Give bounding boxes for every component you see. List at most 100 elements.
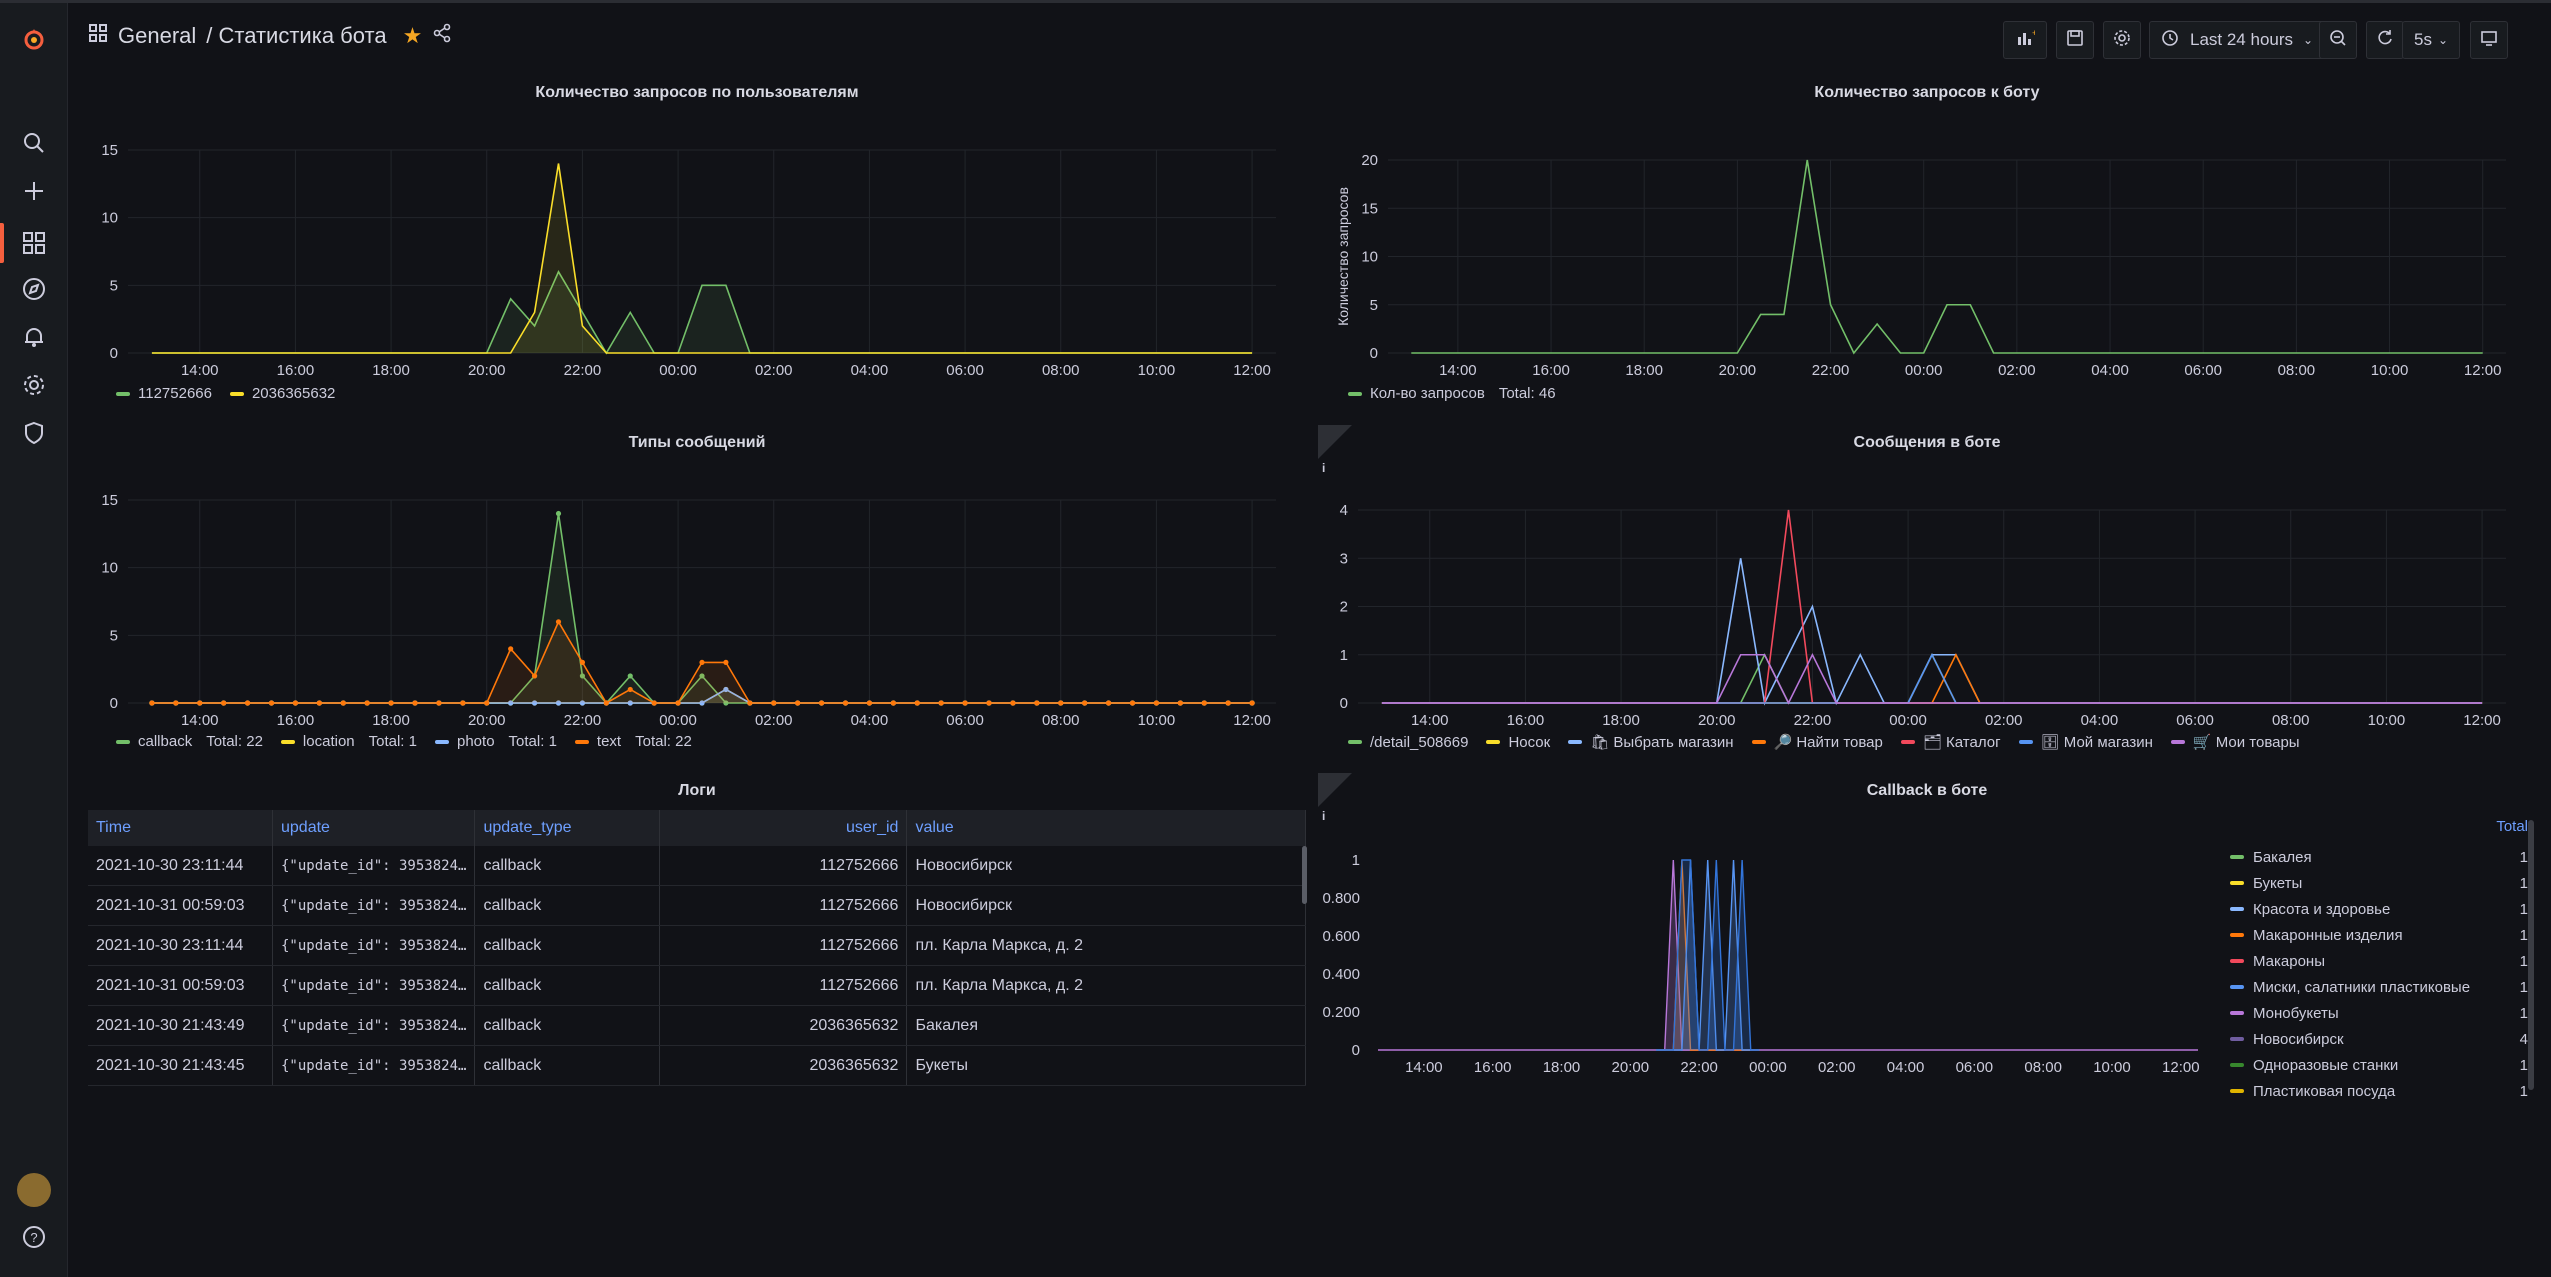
legend-item[interactable]: 🗄 Мой магазин <box>2018 733 2153 751</box>
legend-item[interactable]: Носок <box>1486 733 1550 751</box>
column-header-value[interactable]: value <box>906 810 1306 846</box>
legend-swatch <box>1900 740 1915 744</box>
series-line <box>1381 652 2483 704</box>
cell-time: 2021-10-30 23:11:44 <box>88 846 273 886</box>
table-row: 2021-10-31 00:59:03 {"update_id": 395382… <box>88 885 1306 926</box>
column-header-update-type[interactable]: update_type <box>474 810 661 846</box>
legend-row[interactable]: Миски, салатники пластиковые 1 <box>2230 974 2528 1000</box>
legend-item[interactable]: 🛍 Выбрать магазин <box>1568 733 1734 751</box>
legend-row[interactable]: Бакалея 1 <box>2230 844 2528 870</box>
legend-row[interactable]: Макароны 1 <box>2230 948 2528 974</box>
column-header-update[interactable]: update <box>272 810 476 846</box>
refresh-interval-picker[interactable]: 5s ⌄ <box>2402 21 2460 59</box>
legend-row[interactable]: Новосибирск 4 <box>2230 1026 2528 1052</box>
data-point <box>914 700 920 706</box>
dashboard-settings-button[interactable] <box>2103 21 2141 59</box>
panel-bot-messages: Сообщения в боте <box>1318 430 2536 760</box>
cell-update-type: callback <box>474 1045 661 1086</box>
legend-requests-to-bot: Кол-во запросов Total: 46 <box>1348 385 1556 402</box>
alerting-icon[interactable] <box>14 317 54 357</box>
search-icon[interactable] <box>14 123 54 163</box>
chart-requests-to-bot: 14:00 16:00 18:00 20:00 22:00 00:00 02:00 04:00… <box>1335 152 2506 379</box>
dashboards-grid-icon[interactable] <box>88 23 108 49</box>
column-header-time[interactable]: Time <box>88 810 273 846</box>
panel-info-corner[interactable]: i <box>1318 773 1352 823</box>
data-point <box>1249 700 1255 706</box>
legend-label: Бакалея <box>2253 848 2312 866</box>
chart-message-types: 14:00 16:00 18:00 20:00 22:00 00:00 02:00 04:00… <box>101 492 1276 729</box>
column-header-user-id[interactable]: user_id <box>659 810 908 846</box>
help-icon[interactable]: ? <box>14 1217 54 1257</box>
cell-value: Бакалея <box>906 1005 1306 1046</box>
breadcrumb-folder[interactable]: General <box>118 23 197 48</box>
legend-item[interactable]: /detail_508669 <box>1348 733 1468 751</box>
data-point <box>1225 700 1231 706</box>
legend-item[interactable]: photo Total: 1 <box>435 733 557 750</box>
legend-label: location <box>302 733 355 750</box>
legend-swatch <box>2230 881 2244 885</box>
data-point <box>1082 700 1088 706</box>
dashboards-icon[interactable] <box>14 223 54 263</box>
cell-update-type: callback <box>474 925 661 966</box>
legend-total: Total: 1 <box>368 733 417 750</box>
data-point <box>555 700 562 706</box>
star-icon[interactable]: ★ <box>402 23 423 48</box>
plus-icon[interactable] <box>14 171 54 211</box>
data-point <box>484 700 490 706</box>
y-tick-label: 1 <box>1352 852 1360 869</box>
share-icon[interactable] <box>432 23 452 49</box>
legend-item[interactable]: 112752666 <box>116 385 212 402</box>
legend-item[interactable]: callback Total: 22 <box>116 733 263 750</box>
legend-row[interactable]: Букеты 1 <box>2230 870 2528 896</box>
legend-item[interactable]: location Total: 1 <box>280 733 417 750</box>
data-point <box>627 686 633 693</box>
legend-row[interactable]: Макаронные изделия 1 <box>2230 922 2528 948</box>
callback-legend-scrollbar[interactable] <box>2528 820 2534 1090</box>
cell-update: {"update_id": 3953824… <box>272 1005 476 1046</box>
x-tick-label: 16:00 <box>277 712 315 729</box>
legend-header-total[interactable]: Total <box>2496 818 2528 835</box>
legend-row[interactable]: Одноразовые станки 1 <box>2230 1052 2528 1078</box>
legend-label: 🗂 Каталог <box>1922 734 2001 751</box>
save-dashboard-button[interactable] <box>2056 21 2094 59</box>
legend-label: 🛒 Мои товары <box>2192 734 2300 751</box>
series-line <box>1656 859 1760 1051</box>
x-tick-label: 18:00 <box>1625 362 1663 379</box>
x-tick-label: 20:00 <box>468 362 506 379</box>
data-point <box>1201 700 1207 706</box>
legend-item[interactable]: text Total: 22 <box>574 733 692 750</box>
x-tick-label: 16:00 <box>1474 1059 1512 1076</box>
shield-icon[interactable] <box>14 413 54 453</box>
refresh-button[interactable] <box>2366 21 2404 59</box>
table-row: 2021-10-30 23:11:44 {"update_id": 395382… <box>88 925 1306 966</box>
legend-item[interactable]: 🛒 Мои товары <box>2170 733 2300 751</box>
x-tick-label: 12:00 <box>1233 362 1271 379</box>
legend-row[interactable]: Монобукеты 1 <box>2230 1000 2528 1026</box>
grafana-logo-icon[interactable] <box>14 19 54 59</box>
data-point <box>579 673 586 679</box>
configuration-icon[interactable] <box>14 365 54 405</box>
time-range-picker[interactable]: Last 24 hours ⌄ <box>2149 21 2331 59</box>
legend-row[interactable]: Пластиковая посуда 1 <box>2230 1078 2528 1104</box>
legend-row[interactable]: Красота и здоровье 1 <box>2230 896 2528 922</box>
legend-label: Пластиковая посуда <box>2253 1082 2396 1100</box>
legend-total: Total: 1 <box>508 733 557 750</box>
legend-swatch <box>116 739 130 744</box>
cell-update: {"update_id": 3953824… <box>272 846 476 886</box>
zoom-out-button[interactable] <box>2319 21 2357 59</box>
legend-total: 1 <box>2519 900 2528 918</box>
x-tick-label: 22:00 <box>564 712 602 729</box>
page-title[interactable]: / Статистика бота <box>206 23 387 48</box>
legend-item[interactable]: 2036365632 <box>229 385 335 402</box>
cell-update-type: callback <box>474 1005 661 1046</box>
tv-mode-button[interactable] <box>2470 21 2508 59</box>
explore-icon[interactable] <box>14 269 54 309</box>
user-avatar[interactable] <box>17 1173 51 1207</box>
logs-scrollbar[interactable] <box>1302 846 1307 904</box>
legend-item[interactable]: 🗂 Каталог <box>1900 733 2001 751</box>
legend-item[interactable]: 🔎 Найти товар <box>1751 733 1883 751</box>
add-panel-button[interactable]: + <box>2003 21 2047 59</box>
panel-info-corner[interactable]: i <box>1318 425 1352 475</box>
x-tick-label: 10:00 <box>1138 712 1176 729</box>
legend-item[interactable]: Кол-во запросов Total: 46 <box>1348 385 1556 402</box>
